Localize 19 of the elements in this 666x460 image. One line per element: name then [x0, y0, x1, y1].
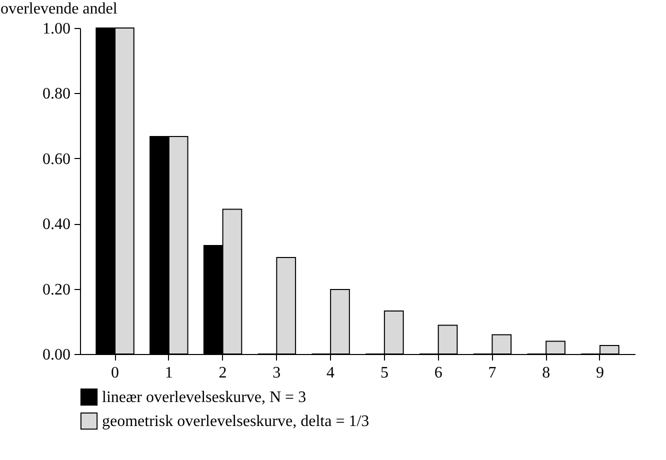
y-tick-label: 0.40 — [42, 216, 70, 234]
y-tick-label: 0.80 — [42, 86, 70, 103]
x-tick-label: 8 — [542, 364, 550, 382]
x-tick-label: 9 — [596, 364, 604, 382]
x-tick-label: 7 — [488, 364, 496, 382]
legend-label: lineær overlevelseskurve, N = 3 — [102, 389, 306, 406]
x-tick-label: 3 — [272, 364, 281, 382]
y-tick-label: 0.60 — [42, 150, 70, 168]
x-tick-label: 0 — [111, 364, 120, 382]
y-axis-title: overlevende andel — [0, 0, 118, 18]
x-tick-label: 2 — [218, 364, 227, 382]
x-tick-label: 5 — [380, 364, 388, 382]
y-tick-label: 1.00 — [42, 20, 70, 38]
x-tick-label: 4 — [326, 364, 335, 382]
y-tick-label: 0.20 — [42, 281, 70, 298]
x-tick-label: 6 — [434, 364, 442, 382]
x-tick-label: 1 — [164, 364, 173, 382]
legend-label: geometrisk overlevelseskurve, delta = 1/3 — [102, 413, 370, 430]
y-tick-label: 0.00 — [42, 346, 70, 364]
